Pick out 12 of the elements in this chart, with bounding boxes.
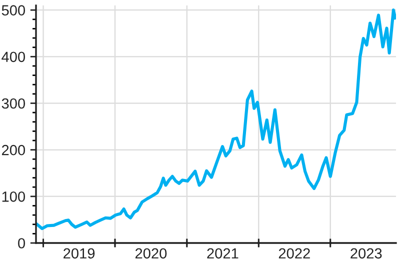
x-tick-label: 2021 xyxy=(207,248,238,259)
x-tick-label: 2022 xyxy=(278,248,310,259)
y-tick-label: 400 xyxy=(2,52,26,62)
line-series xyxy=(36,8,396,230)
x-tick-label: 2020 xyxy=(135,248,167,259)
y-tick-label: 300 xyxy=(2,98,26,109)
y-tick-label: 100 xyxy=(2,192,26,202)
y-tick-label: 500 xyxy=(2,5,26,16)
x-tick-label: 2019 xyxy=(64,248,95,259)
y-tick-label: 200 xyxy=(2,144,26,156)
y-tick-label: 0 xyxy=(18,238,26,248)
x-tick-label: 2023 xyxy=(350,248,382,259)
